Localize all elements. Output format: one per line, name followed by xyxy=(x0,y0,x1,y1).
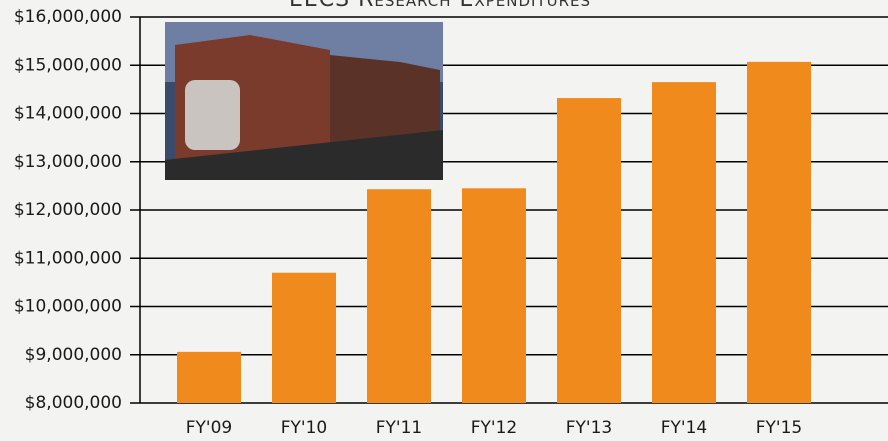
y-tick-label: $11,000,000 xyxy=(14,248,122,268)
y-tick-label: $14,000,000 xyxy=(14,104,122,124)
x-tick-label: FY'15 xyxy=(756,418,802,438)
chart: EECS Research Expenditures $8,000,000 $9,… xyxy=(0,0,888,441)
x-tick-label: FY'12 xyxy=(471,418,517,438)
photo xyxy=(165,22,443,180)
bar xyxy=(747,62,811,403)
y-tick-label: $15,000,000 xyxy=(14,55,122,75)
y-tick-label: $8,000,000 xyxy=(25,393,122,413)
x-tick-label: FY'10 xyxy=(281,418,327,438)
bar xyxy=(272,273,336,403)
y-tick-label: $13,000,000 xyxy=(14,152,122,172)
x-tick-label: FY'13 xyxy=(566,418,612,438)
chart-title: EECS Research Expenditures xyxy=(289,0,591,12)
y-tick-label: $16,000,000 xyxy=(14,7,122,27)
x-tick-label: FY'09 xyxy=(186,418,232,438)
bar xyxy=(367,189,431,403)
bar xyxy=(177,352,241,403)
y-tick-label: $10,000,000 xyxy=(14,297,122,317)
y-tick-label: $12,000,000 xyxy=(14,200,122,220)
bar xyxy=(652,82,716,403)
bar xyxy=(557,98,621,403)
bar xyxy=(462,188,526,403)
y-tick-label: $9,000,000 xyxy=(25,345,122,365)
x-tick-label: FY'11 xyxy=(376,418,422,438)
photo-tower xyxy=(185,80,240,150)
x-tick-label: FY'14 xyxy=(661,418,707,438)
